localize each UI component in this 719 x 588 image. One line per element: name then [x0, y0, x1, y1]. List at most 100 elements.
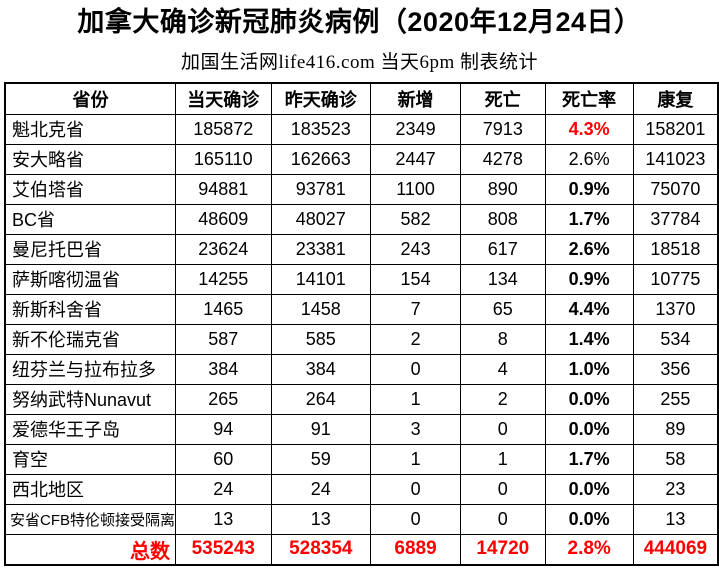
today-confirmed: 165110 — [175, 143, 272, 175]
today-confirmed: 265 — [175, 383, 272, 415]
deaths: 65 — [460, 293, 546, 325]
new-cases: 0 — [370, 473, 462, 505]
yesterday-confirmed: 24 — [270, 473, 372, 505]
death-rate: 2.6% — [544, 233, 634, 265]
table-row: 安大略省 165110 162663 2447 4278 2.6% 141023 — [4, 143, 719, 175]
yesterday-confirmed: 23381 — [270, 233, 372, 265]
today-confirmed: 384 — [175, 353, 272, 385]
total-label: 总数 — [4, 533, 177, 566]
deaths: 2 — [460, 383, 546, 415]
new-cases: 243 — [370, 233, 462, 265]
province-name: 西北地区 — [4, 473, 177, 505]
recovered: 255 — [632, 383, 719, 415]
col-header-death-rate: 死亡率 — [544, 82, 634, 115]
death-rate: 0.0% — [544, 383, 634, 415]
table-row: 新不伦瑞克省 587 585 2 8 1.4% 534 — [4, 323, 719, 355]
page-title: 加拿大确诊新冠肺炎病例（2020年12月24日） — [77, 7, 642, 37]
total-row: 总数 535243 528354 6889 14720 2.8% 444069 — [4, 533, 719, 566]
deaths: 0 — [460, 413, 546, 445]
col-header-today-confirmed: 当天确诊 — [175, 82, 272, 115]
death-rate: 1.7% — [544, 203, 634, 235]
yesterday-confirmed: 91 — [270, 413, 372, 445]
total-new-cases: 6889 — [370, 533, 462, 566]
recovered: 75070 — [632, 173, 719, 205]
new-cases: 154 — [370, 263, 462, 295]
death-rate: 0.0% — [544, 503, 634, 535]
recovered: 37784 — [632, 203, 719, 235]
col-header-deaths: 死亡 — [460, 82, 546, 115]
today-confirmed: 94 — [175, 413, 272, 445]
yesterday-confirmed: 162663 — [270, 143, 372, 175]
deaths: 890 — [460, 173, 546, 205]
table-row: 曼尼托巴省 23624 23381 243 617 2.6% 18518 — [4, 233, 719, 265]
new-cases: 0 — [370, 353, 462, 385]
total-yesterday-confirmed: 528354 — [270, 533, 372, 566]
yesterday-confirmed: 48027 — [270, 203, 372, 235]
table-row: 爱德华王子岛 94 91 3 0 0.0% 89 — [4, 413, 719, 445]
total-death-rate: 2.8% — [544, 533, 634, 566]
new-cases: 0 — [370, 503, 462, 535]
recovered: 23 — [632, 473, 719, 505]
today-confirmed: 23624 — [175, 233, 272, 265]
province-name: 新不伦瑞克省 — [4, 323, 177, 355]
province-name: BC省 — [4, 203, 177, 235]
yesterday-confirmed: 93781 — [270, 173, 372, 205]
recovered: 141023 — [632, 143, 719, 175]
table-row: 努纳武特Nunavut 265 264 1 2 0.0% 255 — [4, 383, 719, 415]
death-rate: 1.0% — [544, 353, 634, 385]
table-row: 魁北克省 185872 183523 2349 7913 4.3% 158201 — [4, 113, 719, 145]
table-row: 艾伯塔省 94881 93781 1100 890 0.9% 75070 — [4, 173, 719, 205]
recovered: 58 — [632, 443, 719, 475]
new-cases: 3 — [370, 413, 462, 445]
new-cases: 7 — [370, 293, 462, 325]
deaths: 7913 — [460, 113, 546, 145]
today-confirmed: 587 — [175, 323, 272, 355]
province-name: 萨斯喀彻温省 — [4, 263, 177, 295]
deaths: 0 — [460, 473, 546, 505]
death-rate: 0.9% — [544, 173, 634, 205]
province-name: 艾伯塔省 — [4, 173, 177, 205]
province-name: 安大略省 — [4, 143, 177, 175]
recovered: 10775 — [632, 263, 719, 295]
table-row: 育空 60 59 1 1 1.7% 58 — [4, 443, 719, 475]
new-cases: 2349 — [370, 113, 462, 145]
recovered: 13 — [632, 503, 719, 535]
yesterday-confirmed: 1458 — [270, 293, 372, 325]
new-cases: 1 — [370, 443, 462, 475]
today-confirmed: 24 — [175, 473, 272, 505]
recovered: 89 — [632, 413, 719, 445]
province-name: 纽芬兰与拉布拉多 — [4, 353, 177, 385]
today-confirmed: 14255 — [175, 263, 272, 295]
death-rate: 4.3% — [544, 113, 634, 145]
total-recovered: 444069 — [632, 533, 719, 566]
col-header-yesterday-confirmed: 昨天确诊 — [270, 82, 372, 115]
col-header-recovered: 康复 — [632, 82, 719, 115]
province-name: 曼尼托巴省 — [4, 233, 177, 265]
recovered: 158201 — [632, 113, 719, 145]
yesterday-confirmed: 384 — [270, 353, 372, 385]
province-name: 爱德华王子岛 — [4, 413, 177, 445]
deaths: 1 — [460, 443, 546, 475]
yesterday-confirmed: 14101 — [270, 263, 372, 295]
new-cases: 2 — [370, 323, 462, 355]
col-header-new-cases: 新增 — [370, 82, 462, 115]
table-row: 西北地区 24 24 0 0 0.0% 23 — [4, 473, 719, 505]
deaths: 808 — [460, 203, 546, 235]
today-confirmed: 60 — [175, 443, 272, 475]
table-row: BC省 48609 48027 582 808 1.7% 37784 — [4, 203, 719, 235]
yesterday-confirmed: 264 — [270, 383, 372, 415]
deaths: 617 — [460, 233, 546, 265]
table-row: 萨斯喀彻温省 14255 14101 154 134 0.9% 10775 — [4, 263, 719, 295]
province-name: 努纳武特Nunavut — [4, 383, 177, 415]
death-rate: 1.7% — [544, 443, 634, 475]
recovered: 18518 — [632, 233, 719, 265]
death-rate: 0.0% — [544, 473, 634, 505]
today-confirmed: 94881 — [175, 173, 272, 205]
new-cases: 1100 — [370, 173, 462, 205]
death-rate: 1.4% — [544, 323, 634, 355]
new-cases: 2447 — [370, 143, 462, 175]
page-subtitle: 加国生活网life416.com 当天6pm 制表统计 — [180, 52, 539, 74]
today-confirmed: 1465 — [175, 293, 272, 325]
today-confirmed: 13 — [175, 503, 272, 535]
province-name: 育空 — [4, 443, 177, 475]
